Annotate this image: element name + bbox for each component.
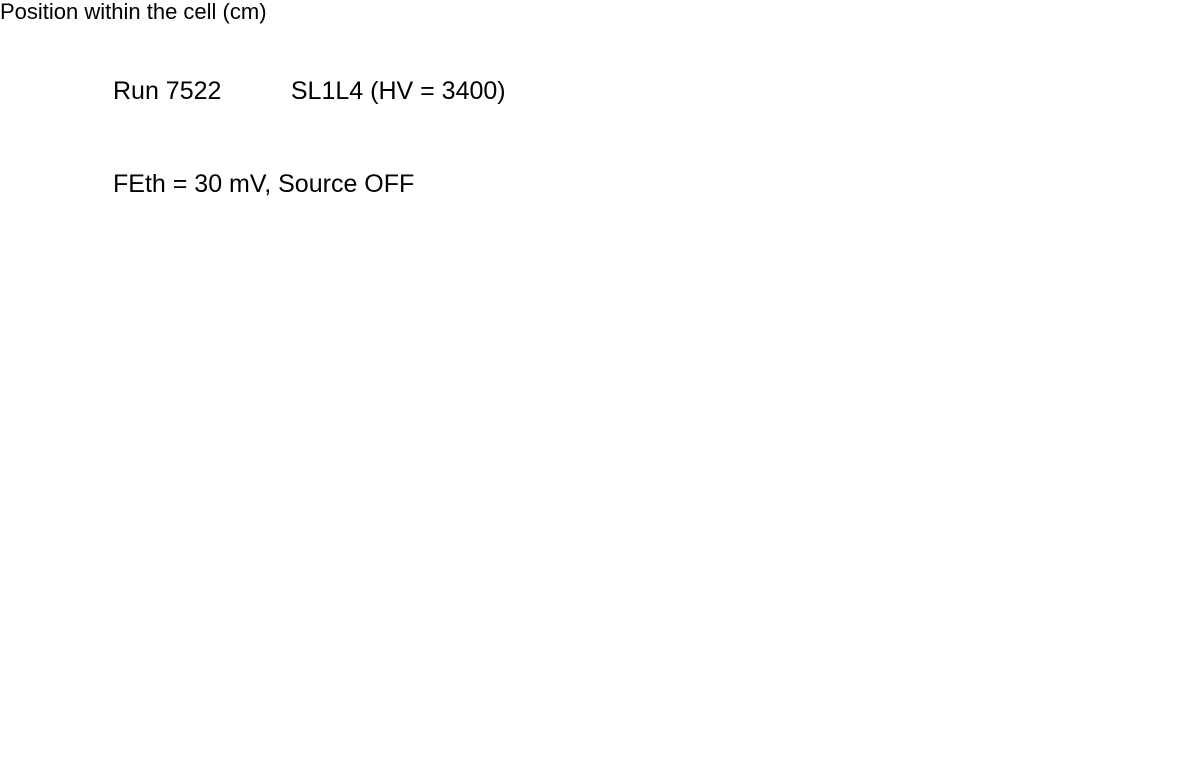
x-axis-title: Position within the cell (cm) (0, 0, 267, 24)
header-title: Run 7522 SL1L4 (HV = 3400) FEth = 30 mV,… (113, 14, 506, 262)
header-line-2: FEth = 30 mV, Source OFF (113, 170, 415, 198)
header-line-1: Run 7522 SL1L4 (HV = 3400) (113, 77, 506, 105)
